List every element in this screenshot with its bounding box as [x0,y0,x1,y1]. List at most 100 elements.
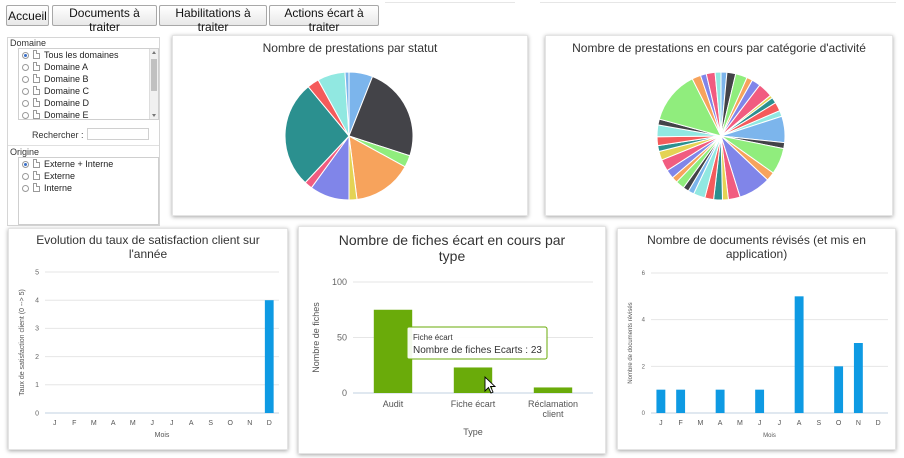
bar-0[interactable] [656,389,666,413]
radio-icon[interactable] [22,88,29,95]
scroll-down-icon[interactable] [152,114,156,117]
bar-chart-satisfaction: 0 1 2 3 4 5 J F M A M J J A S O N D Mois Taux de satisfacti… [19,269,279,439]
scroll-up-icon[interactable] [152,51,156,54]
x-tick-label: D [267,420,272,427]
document-icon [33,98,40,107]
origine-option-externe-interne[interactable]: Externe + Interne [19,159,149,171]
chart-title-statut: Nombre de prestations par statut [262,41,438,55]
bar-7[interactable] [794,296,804,413]
pie-slice-1[interactable] [348,75,414,157]
bar-0[interactable] [373,309,413,393]
y-tick-label: 5 [35,269,39,276]
document-icon [33,74,40,83]
radio-selected-icon[interactable] [22,161,29,168]
bar-10[interactable] [853,343,863,413]
x-tick-label: M [130,420,136,427]
document-icon [33,159,40,168]
x-tick-label: S [208,420,213,427]
domaine-scrollbar[interactable] [149,49,158,119]
y-tick-label: 4 [642,318,646,324]
x-tick-label: J [758,420,762,427]
y-tick-label: 0 [642,411,646,417]
x-tick-label: M [697,420,703,427]
y-tick-label: 2 [35,354,39,361]
top-divider-right [540,2,896,3]
domaine-list[interactable]: Tous les domaines Domaine A Domaine B Do… [18,48,159,120]
radio-icon[interactable] [22,173,29,180]
x-tick-label: F [72,420,76,427]
radio-icon[interactable] [22,76,29,83]
y-tick-label: 0 [342,388,347,398]
domaine-option-a[interactable]: Domaine A [19,62,149,74]
pie-slice-35[interactable] [714,71,722,137]
radio-icon[interactable] [22,185,29,192]
chart-title-fiches-line2: type [438,248,466,264]
x-tick-label: Réclamation [528,399,578,409]
chart-title-documents-line1: Nombre de documents révisés (et mis en [647,233,866,247]
chart-title-categorie: Nombre de prestations en cours par catég… [572,41,866,55]
chart-title-fiches: Nombre de fiches écart en cours par type [299,232,605,264]
x-tick-label: J [151,420,155,427]
documents-a-traiter-button[interactable]: Documents à traiter [52,5,157,34]
domaine-option-d[interactable]: Domaine D [19,98,149,110]
search-label: Rechercher : [32,130,84,140]
habilitations-a-traiter-button[interactable]: Habilitations à traiter [159,5,267,34]
x-tick-label: client [542,409,564,419]
radio-icon[interactable] [22,100,29,107]
y-tick-label: 4 [35,298,39,305]
chart-title-fiches-line1: Nombre de fiches écart en cours par [338,232,566,248]
x-axis-title: Mois [155,432,170,439]
scroll-thumb[interactable] [151,59,157,91]
tooltip: Fiche écart Nombre de fiches Ecarts : 23 [406,326,548,360]
chart-title-satisfaction-line2: l'année [128,247,168,261]
x-tick-label: J [778,420,782,427]
pie-slice-3[interactable] [348,135,406,201]
x-tick-label: O [836,420,842,427]
actions-ecart-a-traiter-button[interactable]: Actions écart à traiter [269,5,379,34]
document-icon [33,86,40,95]
pie-slice-31[interactable] [658,78,722,137]
accueil-button[interactable]: Accueil [6,5,49,26]
y-axis-title: Taux de satisfaction client (0 --> 5) [19,289,26,396]
chart-title-documents: Nombre de documents révisés (et mis en a… [618,233,895,261]
search-input[interactable] [87,128,149,140]
x-tick-label: D [876,420,881,427]
domaine-label: Domaine [10,38,47,48]
bar-9[interactable] [834,366,844,413]
bar-3[interactable] [715,389,725,413]
x-tick-label: Audit [383,399,404,409]
bar-11[interactable] [264,300,274,413]
origine-list[interactable]: Externe + Interne Externe Interne [18,157,159,225]
document-icon [33,62,40,71]
bar-2[interactable] [533,387,573,393]
pie-slice-7[interactable] [284,85,350,184]
domaine-option-e[interactable]: Domaine E [19,110,149,119]
pie-slice-10[interactable] [344,71,350,137]
bar-5[interactable] [755,389,765,413]
origine-option-interne[interactable]: Interne [19,183,149,195]
bar-1[interactable] [676,389,686,413]
domaine-option-tous[interactable]: Tous les domaines [19,50,149,62]
domaine-option-c[interactable]: Domaine C [19,86,149,98]
chart-panel-documents: Nombre de documents révisés (et mis en a… [617,228,896,450]
chart-panel-satisfaction: Evolution du taux de satisfaction client… [8,228,288,450]
document-icon [33,50,40,59]
origine-option-externe[interactable]: Externe [19,171,149,183]
y-tick-label: 100 [332,277,347,287]
search-divider [8,145,159,146]
chart-title-documents-line2: application) [725,247,788,261]
x-tick-label: A [189,420,194,427]
radio-icon[interactable] [22,112,29,119]
radio-icon[interactable] [22,64,29,71]
domaine-option-b[interactable]: Domaine B [19,74,149,86]
chart-panel-categorie: Nombre de prestations en cours par catég… [545,35,893,216]
y-tick-label: 6 [642,271,646,277]
document-icon [33,110,40,119]
x-tick-label: M [737,420,743,427]
x-tick-label: J [659,420,663,427]
x-tick-label: F [678,420,682,427]
bar-chart-documents: 0 2 4 6 J F M A M J J A S O N D Mois Nombre de documents … [628,271,888,439]
y-tick-label: 2 [642,364,646,370]
radio-selected-icon[interactable] [22,52,29,59]
